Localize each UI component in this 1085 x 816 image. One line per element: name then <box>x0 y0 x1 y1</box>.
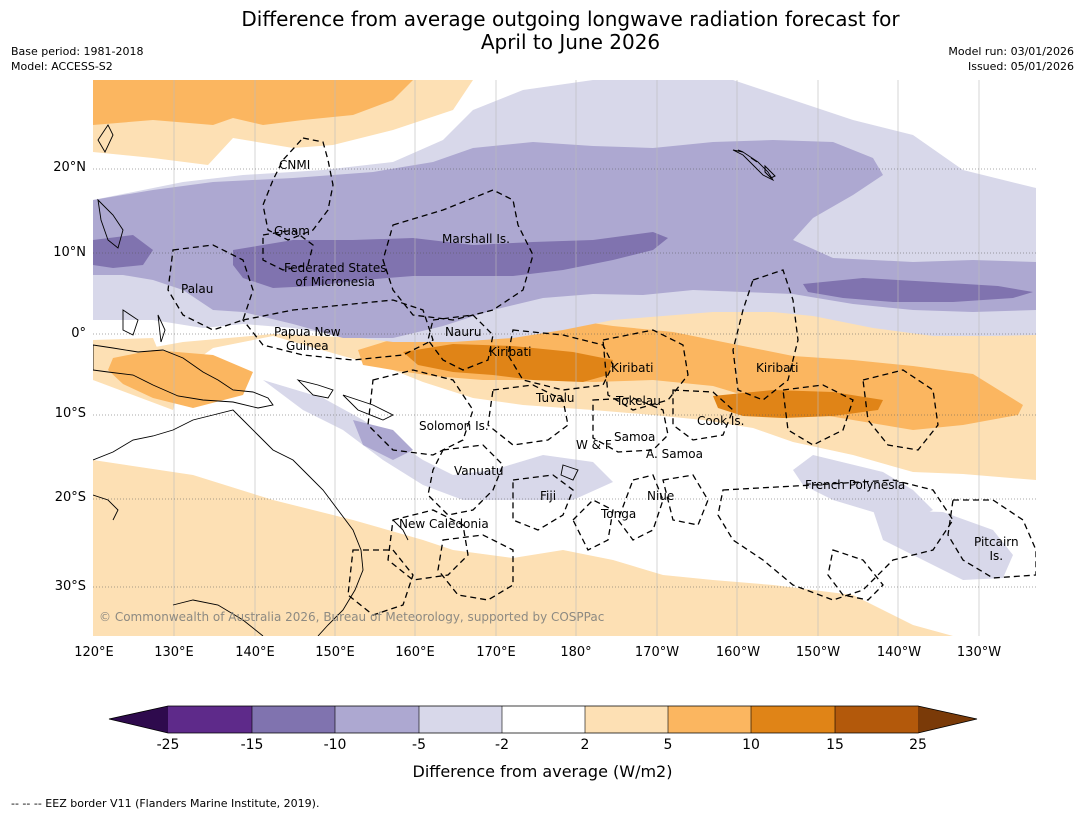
place-french-polynesia: French Polynesia <box>805 478 906 492</box>
lat-label-10s: 10°S <box>54 406 86 421</box>
colorbar-n10-5 <box>335 706 419 733</box>
eez-footnote: -- -- -- EEZ border V11 (Flanders Marine… <box>11 797 320 810</box>
model-name: Model: ACCESS-S2 <box>11 60 113 73</box>
lat-label-20n: 20°N <box>53 160 86 175</box>
colorbar-tick-p2: 2 <box>580 737 590 753</box>
colorbar-below <box>109 706 168 733</box>
place-cnmi: CNMI <box>279 158 311 172</box>
lon-label-140e: 140°E <box>235 645 275 660</box>
colorbar-tick-p25: 25 <box>909 737 927 753</box>
place-niue: Niue <box>647 489 675 503</box>
colorbar-tick-p15: 15 <box>826 737 844 753</box>
lon-label-150e: 150°E <box>315 645 355 660</box>
place-palau: Palau <box>181 282 214 296</box>
copyright-notice: © Commonwealth of Australia 2026, Bureau… <box>99 610 605 624</box>
place-wf: W & F <box>576 438 612 452</box>
coastlines <box>93 124 775 636</box>
place-new-caledonia: New Caledonia <box>399 517 489 531</box>
place-kiribati-west: Kiribati <box>489 345 532 359</box>
place-tokelau: Tokelau <box>616 394 661 408</box>
place-tonga: Tonga <box>601 507 637 521</box>
title-line-2: April to June 2026 <box>480 30 661 54</box>
colorbar-tick-n25: -25 <box>156 737 180 753</box>
anomaly-n10-5 <box>93 140 1036 460</box>
colorbar <box>108 705 978 734</box>
place-pitcairn: Pitcairn Is. <box>974 535 1019 563</box>
place-samoa: Samoa <box>614 430 656 444</box>
lon-label-160e: 160°E <box>395 645 435 660</box>
lon-label-130w: 130°W <box>956 645 1002 660</box>
lon-label-150w: 150°W <box>795 645 841 660</box>
place-asamoa: A. Samoa <box>646 447 703 461</box>
lon-label-140w: 140°W <box>876 645 922 660</box>
place-solomon: Solomon Is. <box>419 419 489 433</box>
place-cook: Cook Is. <box>697 414 745 428</box>
colorbar-title: Difference from average (W/m2) <box>412 762 673 781</box>
lat-label-10n: 10°N <box>53 245 86 260</box>
meta-left: Base period: 1981-2018 Model: ACCESS-S2 <box>11 44 143 74</box>
lat-label-30s: 30°S <box>54 579 86 594</box>
eez-borders <box>167 137 1036 616</box>
map-panel <box>93 80 1036 636</box>
latitude-lines <box>93 168 1036 588</box>
colorbar-n2-2 <box>502 706 585 733</box>
lon-label-130e: 130°E <box>154 645 194 660</box>
place-guam: Guam <box>274 224 310 238</box>
hawaii-islands <box>737 149 776 179</box>
place-kiribati-east: Kiribati <box>756 361 799 375</box>
place-tuvalu: Tuvalu <box>536 391 575 405</box>
title-line-1: Difference from average outgoing longwav… <box>241 7 900 31</box>
anomaly-n15-10 <box>93 232 1033 302</box>
colorbar-tick-p5: 5 <box>663 737 673 753</box>
place-marshall: Marshall Is. <box>442 232 510 246</box>
map-svg <box>93 80 1036 636</box>
place-fsm: Federated States of Micronesia <box>284 261 387 289</box>
issued-date: Issued: 05/01/2026 <box>967 60 1074 73</box>
colorbar-p15-25 <box>835 706 918 733</box>
model-run: Model run: 03/01/2026 <box>948 45 1074 58</box>
lon-label-180: 180° <box>560 645 592 660</box>
colorbar-tick-n5: -5 <box>412 737 426 753</box>
colorbar-tick-n10: -10 <box>323 737 347 753</box>
colorbar-p10-15 <box>751 706 835 733</box>
chart-title: Difference from average outgoing longwav… <box>0 8 1085 54</box>
lon-label-170w: 170°W <box>634 645 680 660</box>
colorbar-p2-5 <box>585 706 668 733</box>
lon-label-170e: 170°E <box>476 645 516 660</box>
colorbar-tick-n2: -2 <box>495 737 509 753</box>
colorbar-p5-10 <box>668 706 751 733</box>
colorbar-tick-p10: 10 <box>742 737 760 753</box>
place-nauru: Nauru <box>445 325 482 339</box>
place-png: Papua New Guinea <box>274 325 341 353</box>
gridlines <box>173 80 980 636</box>
colorbar-above <box>918 706 977 733</box>
base-period: Base period: 1981-2018 <box>11 45 144 58</box>
place-vanuatu: Vanuatu <box>454 464 504 478</box>
lon-label-160w: 160°W <box>715 645 761 660</box>
colorbar-n5-2 <box>419 706 502 733</box>
colorbar-n25-15 <box>168 706 252 733</box>
colorbar-outline <box>108 705 978 734</box>
colorbar-dividers <box>251 706 836 733</box>
meta-right: Model run: 03/01/2026 Issued: 05/01/2026 <box>948 44 1074 74</box>
lat-label-20s: 20°S <box>54 490 86 505</box>
colorbar-n15-10 <box>252 706 335 733</box>
colorbar-tick-n15: -15 <box>240 737 264 753</box>
lon-label-120e: 120°E <box>74 645 114 660</box>
place-kiribati-central: Kiribati <box>611 361 654 375</box>
place-fiji: Fiji <box>540 489 557 503</box>
lat-label-0: 0° <box>71 326 86 341</box>
